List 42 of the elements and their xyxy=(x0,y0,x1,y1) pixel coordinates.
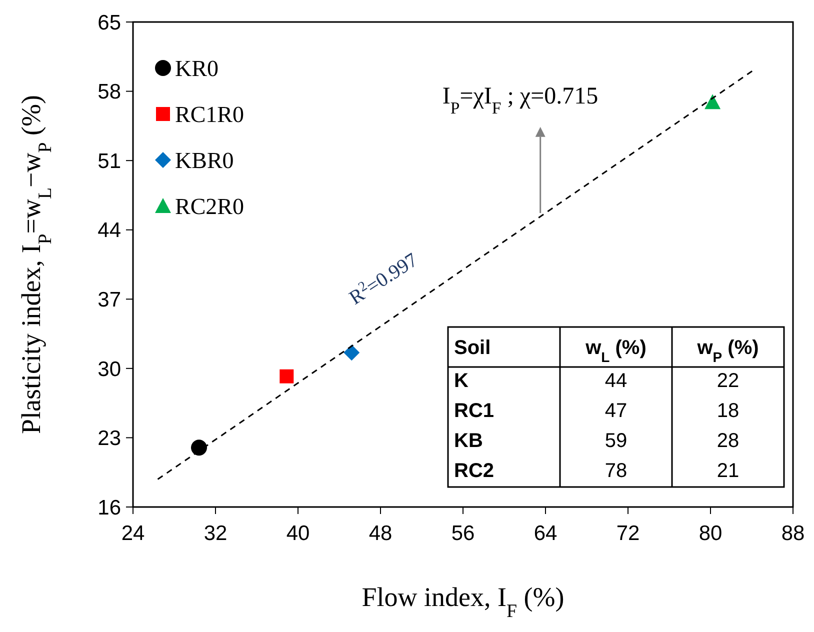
x-axis-title: Flow index, I$_{F}$ (%) xyxy=(362,582,564,622)
legend-label: KBR0 xyxy=(175,148,234,174)
legend-label: RC2R0 xyxy=(175,194,244,220)
x-tick-label: 40 xyxy=(286,522,310,545)
annotation: RC1 xyxy=(454,400,494,422)
x-tick-label: 80 xyxy=(698,522,722,545)
annotation: KB xyxy=(454,430,483,452)
annotation: w$_{L}$ (%) xyxy=(584,337,646,365)
x-tick-label: 72 xyxy=(616,522,640,545)
annotation: 21 xyxy=(716,460,740,482)
annotation: K xyxy=(454,370,469,392)
legend-label: KR0 xyxy=(175,56,218,82)
annotation: 18 xyxy=(716,400,740,422)
x-tick-label: 32 xyxy=(204,522,228,545)
y-tick-label: 23 xyxy=(98,427,121,450)
annotation: 59 xyxy=(604,430,628,452)
y-tick-label: 58 xyxy=(98,80,121,104)
point xyxy=(280,369,294,384)
x-tick-label: 64 xyxy=(534,522,558,545)
annotation: 22 xyxy=(716,370,740,392)
annotation: 28 xyxy=(716,430,740,452)
x-tick-label: 48 xyxy=(368,522,392,545)
y-tick-label: 37 xyxy=(98,288,121,312)
x-tick-label: 88 xyxy=(781,522,805,545)
legend-label: RC1R0 xyxy=(175,102,244,128)
point xyxy=(704,94,721,110)
y-tick-label: 51 xyxy=(98,150,121,173)
annotation: 47 xyxy=(604,400,628,422)
x-tick-label: 24 xyxy=(121,522,145,545)
y-tick-label: 30 xyxy=(98,358,121,381)
point xyxy=(191,440,207,456)
y-tick-label: 65 xyxy=(98,11,121,34)
annotation: Soil xyxy=(454,337,491,359)
y-tick-label: 44 xyxy=(98,219,122,242)
y-tick-label: 16 xyxy=(98,496,121,520)
annotation: RC2 xyxy=(454,460,494,482)
annotation: w$_{P}$ (%) xyxy=(696,337,759,365)
point xyxy=(344,344,360,361)
annotation: 44 xyxy=(604,370,628,392)
annotation: I$_{P}$=χI$_{F}$ ; χ=0.715 xyxy=(442,84,598,118)
x-tick-label: 56 xyxy=(451,522,475,545)
annotation: 78 xyxy=(604,460,628,482)
